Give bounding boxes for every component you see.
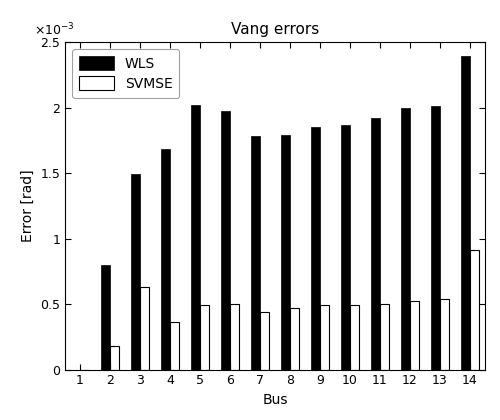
Bar <box>110 346 119 370</box>
Bar <box>131 174 140 370</box>
Bar <box>170 323 179 370</box>
Bar <box>161 150 170 370</box>
Bar <box>461 56 470 370</box>
Bar <box>230 304 239 370</box>
Text: $\times10^{-3}$: $\times10^{-3}$ <box>34 22 74 39</box>
Bar <box>290 308 299 370</box>
Bar <box>341 125 350 370</box>
Bar <box>281 135 290 370</box>
Bar <box>470 250 479 370</box>
Bar <box>140 287 149 370</box>
Bar <box>431 106 440 370</box>
Bar <box>440 299 449 370</box>
Bar <box>371 118 380 370</box>
Bar <box>320 305 329 370</box>
Bar <box>350 305 359 370</box>
X-axis label: Bus: Bus <box>262 393 288 407</box>
Bar <box>311 127 320 370</box>
Bar <box>410 302 419 370</box>
Title: Vang errors: Vang errors <box>231 22 319 37</box>
Y-axis label: Error [rad]: Error [rad] <box>20 170 34 242</box>
Bar <box>260 312 269 370</box>
Bar <box>251 136 260 370</box>
Bar <box>101 265 110 370</box>
Legend: WLS, SVMSE: WLS, SVMSE <box>72 49 180 98</box>
Bar <box>401 108 410 370</box>
Bar <box>191 105 200 370</box>
Bar <box>200 305 209 370</box>
Bar <box>221 111 230 370</box>
Bar <box>380 304 389 370</box>
